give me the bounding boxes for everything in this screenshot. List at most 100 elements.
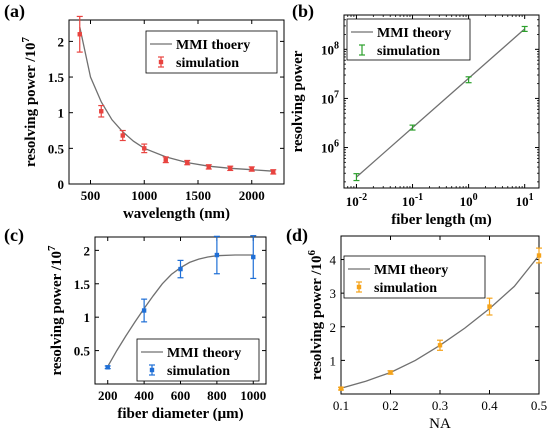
x-tick-label: 2000 — [239, 188, 265, 203]
panel-4: (d) 0.1 0.2 0.3 0.4 0.5 1 2 3 4 NA resolving power … — [286, 225, 547, 432]
y-tick-label: 1 — [84, 310, 91, 325]
data-point — [250, 235, 257, 280]
marker — [251, 254, 256, 260]
axes-frame — [68, 19, 285, 185]
panel-label: (d) — [286, 225, 308, 246]
panel-label: (c) — [4, 225, 24, 246]
marker — [206, 164, 211, 170]
legend: MMI theory simulation — [136, 338, 260, 382]
marker — [437, 343, 443, 348]
y-tick-label: 2 — [330, 320, 337, 335]
marker — [99, 109, 104, 114]
y-tick-label: 0 — [58, 177, 65, 192]
marker — [214, 252, 220, 258]
marker — [388, 370, 393, 375]
legend-box — [145, 30, 278, 74]
marker — [142, 146, 147, 151]
marker — [178, 266, 183, 272]
legend: MMI theory simulation — [346, 18, 471, 61]
y-tick-label: 106 — [321, 139, 339, 156]
y-tick-label: 107 — [321, 89, 339, 106]
marker — [338, 386, 344, 391]
data-point — [184, 159, 191, 166]
panel-label: (a) — [4, 1, 25, 22]
marker — [105, 365, 110, 370]
theory-line — [107, 254, 254, 367]
data-point — [338, 386, 344, 391]
x-tick-label: 100 — [460, 192, 478, 209]
y-tick-label: 1.5 — [74, 277, 91, 292]
x-tick-label: 200 — [98, 388, 118, 403]
panel-2: (b) 10-2 10-1 100 101 106 107 108 fiber length (… — [290, 1, 540, 228]
data-point — [227, 165, 234, 172]
y-tick-label: 4 — [330, 253, 337, 268]
panel-1: (a) 500 1000 1500 2000 0 0.5 1 1.5 2 wavelength (n… — [4, 1, 285, 222]
data-point — [205, 164, 212, 170]
y-tick-label: 108 — [321, 40, 339, 57]
y-axis-label: resolving power /106 — [306, 250, 325, 380]
x-axis-label: fiber diameter (μm) — [117, 406, 243, 422]
data-point — [387, 370, 394, 375]
x-tick-label: 10-1 — [402, 192, 423, 209]
x-tick-label: 0.5 — [531, 398, 547, 413]
data-point — [248, 166, 255, 172]
panel-label: (b) — [292, 1, 314, 22]
x-tick-label: 0.3 — [432, 398, 448, 413]
marker — [141, 308, 147, 313]
legend: MMI thoery simulation — [145, 30, 278, 74]
legend-simulation-label: simulation — [167, 364, 230, 379]
x-axis-label: fiber length (m) — [391, 212, 492, 228]
x-axis-label: NA — [429, 416, 451, 432]
data-point — [437, 339, 443, 351]
x-tick-label: 0.2 — [382, 398, 398, 413]
legend-box — [346, 18, 471, 61]
data-point — [353, 173, 360, 182]
x-tick-label: 0.1 — [333, 398, 349, 413]
y-tick-label: 0.5 — [48, 141, 65, 156]
y-tick-label: 2 — [58, 34, 65, 49]
x-tick-label: 400 — [134, 388, 154, 403]
y-tick-label: 3 — [330, 286, 337, 301]
x-tick-label: 10-2 — [346, 192, 367, 209]
legend-theory-label: MMI theory — [374, 263, 448, 278]
data-point — [213, 235, 220, 275]
marker — [536, 253, 542, 258]
legend-simulation-label: simulation — [374, 281, 437, 296]
legend-box — [343, 255, 486, 299]
x-tick-label: 1000 — [240, 388, 266, 403]
theory-line — [355, 28, 526, 178]
x-axis-label: wavelength (nm) — [123, 206, 230, 222]
legend-simulation-label: simulation — [377, 44, 440, 59]
panel-3: (c) 200 400 600 800 1000 0.5 1 1.5 2 fiber diamete… — [4, 225, 267, 422]
data-point — [536, 247, 542, 264]
x-tick-label: 800 — [207, 388, 227, 403]
marker — [271, 169, 276, 175]
y-tick-label: 2 — [84, 243, 91, 258]
y-axis-label: resolving power /107 — [20, 37, 39, 167]
x-tick-label: 1500 — [185, 188, 211, 203]
data-point — [521, 25, 528, 33]
data-point — [486, 297, 493, 316]
marker — [163, 157, 168, 162]
marker — [487, 304, 492, 309]
axes-frame — [343, 14, 540, 189]
y-axis-label: resolving power /107 — [46, 245, 65, 375]
marker — [120, 133, 125, 138]
data-point — [141, 143, 148, 154]
data-point — [76, 15, 83, 53]
legend-box — [136, 338, 260, 382]
data-point — [119, 129, 126, 142]
legend: MMI theory simulation — [343, 255, 486, 299]
x-tick-label: 0.4 — [481, 398, 498, 413]
data-point — [141, 298, 148, 323]
y-tick-label: 1 — [330, 353, 337, 368]
marker — [185, 160, 190, 165]
x-tick-label: 500 — [81, 188, 101, 203]
y-tick-label: 0.5 — [74, 344, 91, 359]
marker — [249, 166, 254, 172]
legend-theory-label: MMI thoery — [176, 38, 250, 53]
y-axis-label: resolving power — [290, 50, 306, 152]
y-tick-label: 1 — [58, 106, 65, 121]
legend-marker — [158, 59, 164, 65]
